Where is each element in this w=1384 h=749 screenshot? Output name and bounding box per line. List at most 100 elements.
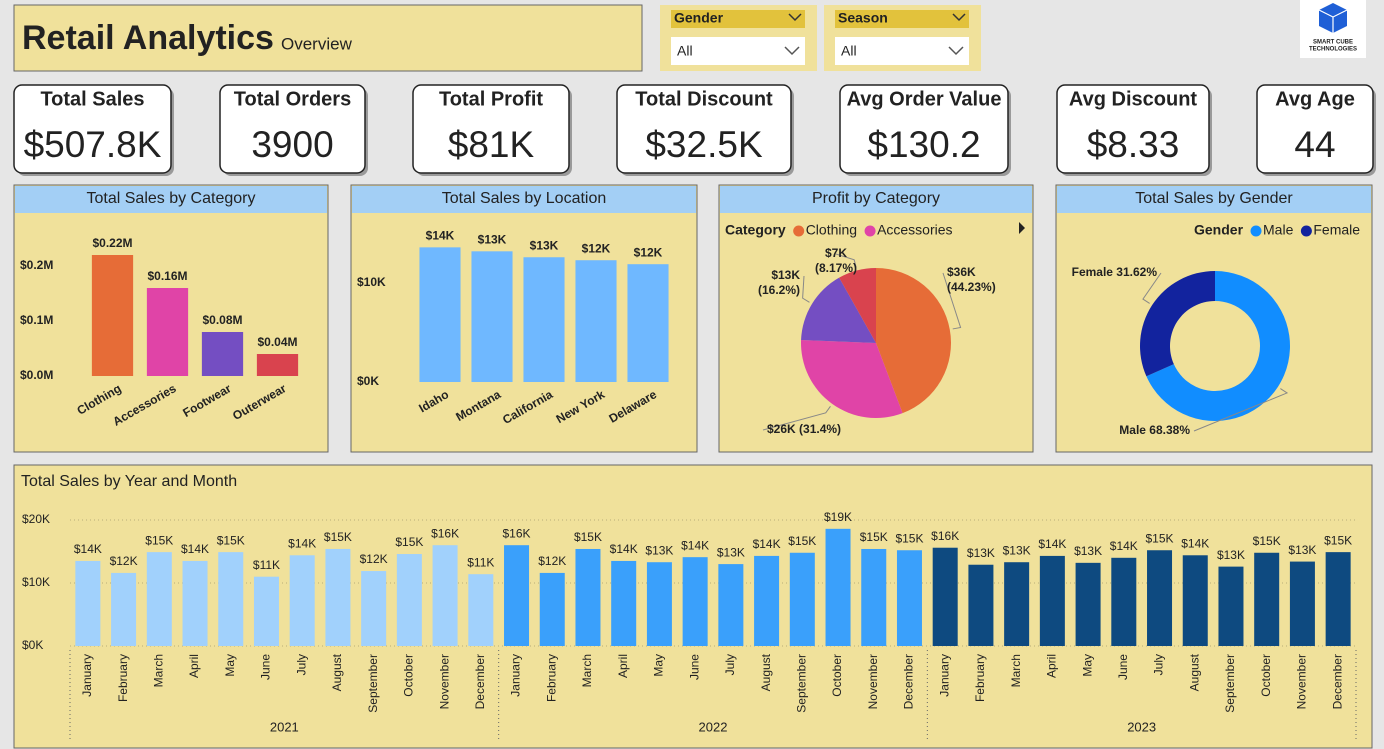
data-label: Male 68.38% [1119, 423, 1190, 437]
y-tick-label: $0K [22, 638, 43, 652]
legend-swatch [864, 225, 876, 237]
y-tick-label: $0.0M [20, 368, 53, 382]
data-label: $16K [431, 526, 459, 540]
legend-label: Male [1263, 222, 1294, 238]
bar [471, 251, 513, 382]
legend-scroll-arrow[interactable] [1019, 222, 1025, 234]
bar [825, 528, 851, 646]
bar [91, 255, 134, 376]
data-label: $13K [717, 545, 745, 559]
panel-header [15, 186, 327, 213]
bar [575, 548, 601, 646]
data-label: $14K [610, 542, 638, 556]
chart-title: Total Sales by Location [442, 190, 607, 207]
data-label: $15K [217, 533, 245, 547]
x-tick-label: February [973, 654, 987, 702]
filter-label: Season [838, 10, 888, 26]
bar [182, 560, 208, 646]
kpi-card [219, 84, 366, 174]
data-label: $14K [681, 538, 709, 552]
kpi-value: $507.8K [24, 124, 162, 165]
x-tick-label: November [1295, 654, 1309, 709]
kpi-label: Total Orders [234, 88, 351, 110]
data-label: $14K [181, 542, 209, 556]
x-tick-label: May [1080, 654, 1094, 677]
x-tick-label: December [902, 654, 916, 709]
filter-dropdown[interactable] [671, 37, 805, 65]
data-label: $11K [253, 558, 280, 572]
bar [75, 560, 101, 646]
chevron [952, 13, 966, 22]
kpi-card [616, 84, 792, 174]
x-tick-label: March [580, 654, 594, 687]
data-label: $19K [824, 510, 852, 524]
data-label: $12K [360, 552, 388, 566]
slice [876, 268, 952, 414]
filter-dropdown[interactable] [835, 37, 969, 65]
kpi-value: $130.2 [867, 124, 980, 165]
data-label: $26K (31.4%) [767, 422, 841, 436]
chevron [788, 13, 802, 22]
bar [468, 574, 494, 646]
data-label: $15K [1146, 531, 1174, 545]
bar [256, 354, 299, 376]
bar [146, 552, 172, 646]
x-tick-label: May [652, 654, 666, 677]
legend-title: Gender [1194, 222, 1244, 238]
leader-line [835, 253, 857, 268]
bar [325, 548, 351, 646]
x-tick-label: February [116, 654, 130, 702]
slice [839, 268, 876, 343]
x-tick-label: September [366, 654, 380, 713]
x-tick-label: July [723, 654, 737, 675]
kpi-label: Avg Age [1275, 88, 1355, 110]
data-label: $13K [530, 238, 559, 252]
x-tick-label: September [1223, 654, 1237, 713]
data-label-line: $36K [947, 265, 976, 279]
data-label: Female 31.62% [1072, 265, 1158, 279]
bar [1218, 566, 1244, 646]
data-label-line: $7K [825, 246, 847, 260]
chart-title: Total Sales by Year and Month [21, 473, 237, 490]
data-label: $13K [645, 543, 673, 557]
bar [1111, 557, 1137, 646]
data-label: $14K [1110, 539, 1138, 553]
chevron [784, 46, 800, 56]
x-tick-label: June [259, 654, 273, 680]
bar [1182, 555, 1208, 646]
bar [627, 264, 669, 382]
legend-swatch [793, 225, 805, 237]
data-label: $16K [503, 526, 531, 540]
data-label: $14K [288, 536, 316, 550]
logo-cube-edge [1318, 9, 1348, 33]
x-tick-label: July [294, 654, 308, 675]
bar [896, 550, 922, 646]
data-label: $16K [931, 529, 959, 543]
data-label: $15K [860, 530, 888, 544]
data-label: $15K [788, 534, 816, 548]
bar [361, 571, 387, 646]
x-tick-label: June [1116, 654, 1130, 680]
header-box [13, 4, 643, 72]
data-label: $12K [634, 245, 663, 259]
kpi-card [1056, 84, 1210, 174]
bar [539, 572, 565, 646]
data-label-line: (16.2%) [758, 283, 800, 297]
data-label: $15K [895, 531, 923, 545]
x-tick-label: December [473, 654, 487, 709]
leader-line [802, 275, 810, 303]
kpi-label: Avg Order Value [847, 88, 1002, 110]
x-group-label: 2023 [1127, 719, 1156, 734]
data-label: $13K [1288, 543, 1316, 557]
leader-line [1193, 388, 1289, 432]
x-tick-label: November [866, 654, 880, 709]
x-tick-label: June [687, 654, 701, 680]
bar [146, 288, 189, 376]
x-tick-label: April [616, 654, 630, 678]
kpi-value: 44 [1294, 124, 1335, 165]
legend-label: Accessories [877, 222, 952, 238]
bar [523, 257, 565, 382]
bar [504, 545, 530, 646]
data-label: $13K [478, 232, 507, 246]
